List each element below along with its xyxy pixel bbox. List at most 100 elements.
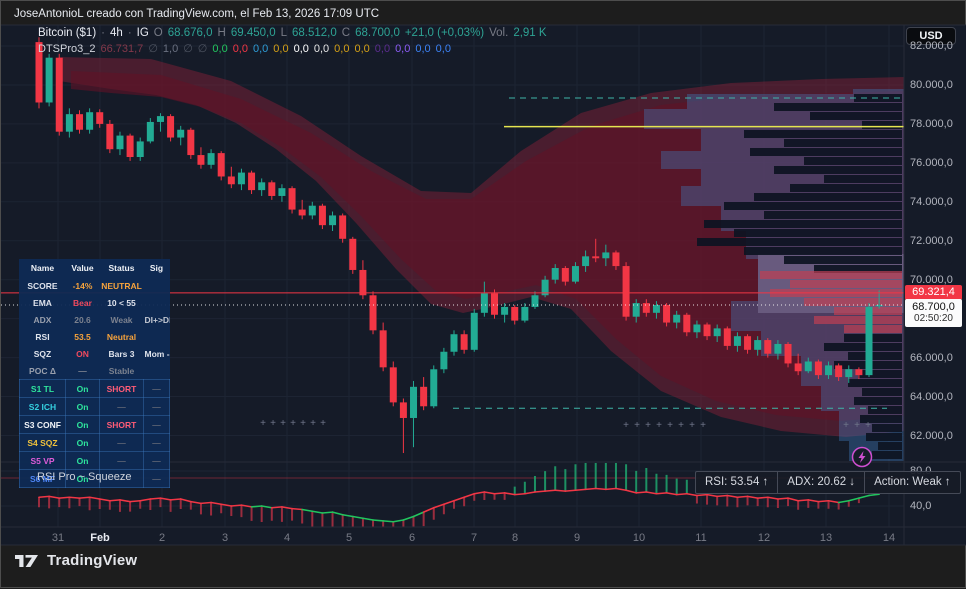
plus-mark: + <box>260 418 266 429</box>
table-cell: — <box>99 433 144 452</box>
table-cell: — <box>143 433 170 452</box>
table-cell: S2 ICH <box>19 397 66 416</box>
rsi-status-value: RSI: 53.54 ↑ <box>705 476 769 488</box>
rsi-line-segment <box>443 499 455 506</box>
candle-body <box>501 306 509 315</box>
rsi-line-segment <box>574 488 587 492</box>
table-header: Status <box>108 263 135 273</box>
rsi-line-segment <box>625 489 637 494</box>
candle-body <box>237 172 245 185</box>
candle-body <box>774 343 782 354</box>
candle-body <box>177 129 185 138</box>
symbol-legend-row[interactable]: Bitcoin ($1) · 4h · IG O 68.676,0 H 69.450,0 L 68.… <box>38 27 552 39</box>
candle-body <box>814 361 822 376</box>
candle-body <box>642 303 650 313</box>
price-axis-label: 74.000,0 <box>910 195 953 208</box>
candle-body <box>845 369 853 378</box>
candle-body <box>612 252 620 267</box>
time-axis-label: 4 <box>283 532 291 544</box>
rsi-pane <box>1 463 904 527</box>
volume-profile-bar <box>868 406 902 414</box>
quick-trade-icon[interactable] <box>851 446 873 468</box>
legend-token: 0,0 <box>293 43 309 55</box>
rsi-line-segment <box>341 513 354 518</box>
rsi-line-segment <box>847 497 860 502</box>
rsi-line-segment <box>483 491 496 495</box>
table-cell: POC Δ <box>29 365 56 376</box>
candle-body <box>359 269 367 296</box>
rsi-line-segment <box>190 500 202 505</box>
rsi-line-segment <box>48 495 61 499</box>
rsi-line-segment <box>210 501 222 506</box>
legend-token: 2,91 K <box>513 27 547 39</box>
candle-body <box>248 172 256 191</box>
legend-token: DTSPro3_2 <box>38 43 96 55</box>
volume-profile-bar-red <box>844 325 902 333</box>
rsi-line-segment <box>807 499 820 503</box>
rsi-line-segment <box>797 499 810 502</box>
price-axis[interactable]: USD 69.321,4 68.700,0 02:50:20 82.000,0 8… <box>904 25 966 545</box>
candle-body <box>703 324 711 337</box>
table-cell: 53.5 <box>74 331 91 342</box>
rsi-line-segment <box>392 519 405 523</box>
indicator-legend-row[interactable]: DTSPro3_2 66.731,7 ∅ 1,0 ∅ ∅ 0,0 0,0 0,0 0,0 0,0 0,… <box>38 42 456 55</box>
rsi-line-segment <box>706 493 718 498</box>
price-axis-label: 78.000,0 <box>910 117 953 130</box>
table-cell: — <box>99 451 144 470</box>
candle-body <box>693 324 701 333</box>
table-cell: — <box>143 379 170 398</box>
candle-body <box>713 328 721 337</box>
candle-body <box>106 123 114 150</box>
table-cell: RSI <box>35 331 50 342</box>
rsi-line-segment <box>716 494 729 498</box>
legend-token: 68.700,0 <box>355 27 400 39</box>
table-header: Sig <box>149 263 164 273</box>
rsi-line-segment <box>453 496 465 502</box>
volume-profile-bar <box>810 112 902 120</box>
legend-token: 0,0 <box>435 43 451 55</box>
legend-token: +21,0 (+0,03%) <box>404 27 485 39</box>
candle-body <box>784 343 792 364</box>
candle-body <box>308 205 316 216</box>
candle-body <box>288 188 296 210</box>
volume-profile-bar <box>774 103 902 111</box>
time-axis-label: 2 <box>158 532 166 544</box>
tradingview-logo[interactable]: TradingView <box>15 552 137 569</box>
time-axis[interactable]: 31 Feb 2 3 4 5 6 7 8 9 10 11 12 13 14 <box>1 528 904 546</box>
rsi-line-segment <box>149 497 162 500</box>
rsi-line-segment <box>655 492 668 495</box>
rsi-line-segment <box>736 495 749 499</box>
legend-token: 0,0 <box>273 43 289 55</box>
candle-body <box>86 112 94 130</box>
legend-token: 68.676,0 <box>167 27 213 39</box>
candle-body <box>35 42 43 103</box>
currency-button[interactable]: USD <box>906 27 956 45</box>
legend-token: 0,0 <box>354 43 370 55</box>
rsi-line-segment <box>179 498 192 503</box>
candle-body <box>521 306 529 321</box>
candle-body <box>278 188 286 196</box>
table-header: Value <box>71 263 94 273</box>
candle-body <box>136 141 144 158</box>
bar-countdown: 02:50:20 <box>914 313 953 325</box>
rsi-line-segment <box>109 499 121 502</box>
plus-mark: + <box>623 420 629 431</box>
candle-body <box>663 305 671 323</box>
volume-profile-bar-red <box>814 316 902 324</box>
candle-body <box>764 340 772 354</box>
table-cell <box>144 277 170 294</box>
candle-body <box>116 135 124 150</box>
table-cell <box>144 328 170 345</box>
candle-body <box>470 312 478 350</box>
table-cell: Weak <box>110 314 133 325</box>
rsi-line-segment <box>554 489 567 492</box>
rsi-line-segment <box>139 498 152 502</box>
candle-body <box>582 256 590 267</box>
rsi-line-segment <box>78 496 91 499</box>
table-cell: — <box>143 451 170 470</box>
candle-body <box>673 314 681 323</box>
table-header: Name <box>30 263 55 273</box>
rsi-line-segment <box>58 496 71 499</box>
volume-profile-bar <box>784 139 902 147</box>
candle-body <box>298 209 306 216</box>
